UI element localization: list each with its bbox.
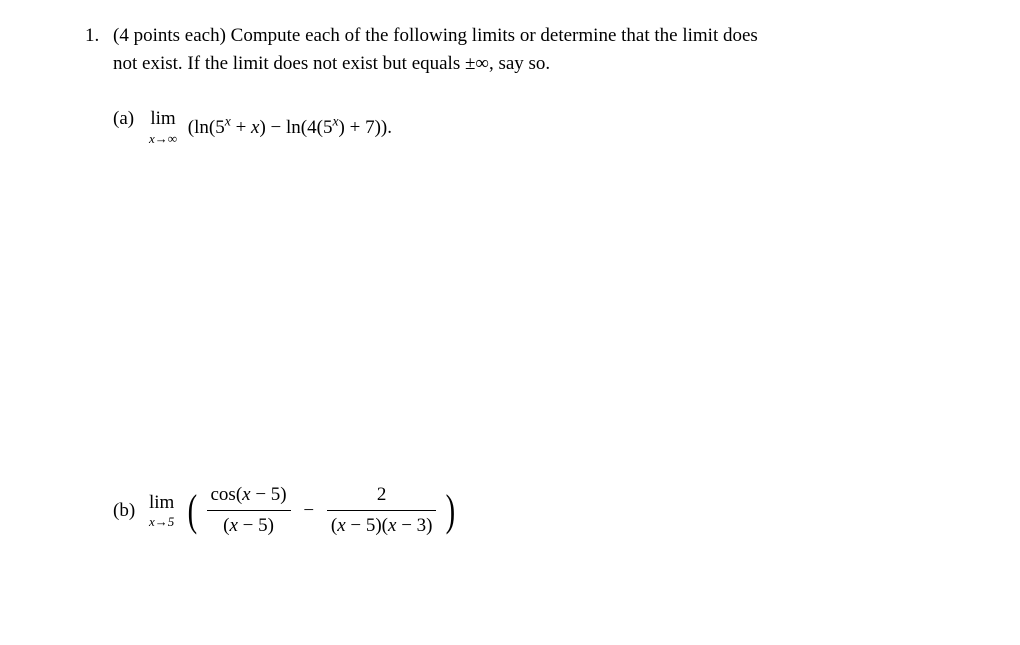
- den2-mid: − 5)(: [346, 515, 388, 536]
- period: .: [387, 117, 392, 138]
- limit-block-a: lim x→∞: [149, 105, 177, 148]
- expr-a-4: ) + 7)): [339, 117, 388, 138]
- x-var-den1: x: [229, 515, 237, 536]
- x-var-den2a: x: [337, 515, 345, 536]
- x-var-num1: x: [242, 484, 250, 505]
- lim-text: lim: [149, 105, 177, 133]
- fraction-2: 2 (x − 5)(x − 3): [327, 481, 437, 539]
- subpart-a-expression: lim x→∞ (ln(5x + x) − ln(4(5x) + 7)).: [149, 105, 970, 148]
- minus-operator: −: [303, 500, 314, 521]
- workspace-gap: [85, 156, 970, 481]
- expr-a: (ln(5x + x) − ln(4(5x) + 7)).: [188, 117, 392, 138]
- expr-a-3: ) − ln(4(5: [259, 117, 332, 138]
- lim-text-b: lim: [149, 489, 174, 517]
- subpart-b-expression: lim x→5 ( cos(x − 5) (x − 5) − 2 (x − 5)…: [149, 481, 970, 539]
- lim-subscript-a: x→∞: [149, 130, 177, 149]
- frac1-denominator: (x − 5): [207, 511, 291, 540]
- frac2-denominator: (x − 5)(x − 3): [327, 511, 437, 540]
- expr-a-1: (ln(5: [188, 117, 225, 138]
- subpart-a: (a) lim x→∞ (ln(5x + x) − ln(4(5x) + 7))…: [113, 105, 970, 148]
- subpart-a-label: (a): [113, 105, 149, 148]
- intro-line-2: not exist. If the limit does not exist b…: [113, 53, 550, 74]
- frac2-numerator: 2: [327, 481, 437, 511]
- subpart-b: (b) lim x→5 ( cos(x − 5) (x − 5) − 2 (x …: [113, 481, 970, 539]
- open-paren-icon: (: [188, 491, 198, 531]
- problem-number: 1.: [85, 22, 113, 77]
- points-label: (4 points each): [113, 25, 226, 46]
- den2-post: − 3): [396, 515, 432, 536]
- fraction-1: cos(x − 5) (x − 5): [207, 481, 291, 539]
- intro-line-1: Compute each of the following limits or …: [226, 25, 758, 46]
- cos-post: − 5): [251, 484, 287, 505]
- subpart-b-label: (b): [113, 497, 149, 525]
- cos-pre: cos(: [211, 484, 243, 505]
- frac1-numerator: cos(x − 5): [207, 481, 291, 511]
- expr-a-2: +: [231, 117, 251, 138]
- den1-post: − 5): [238, 515, 274, 536]
- close-paren-icon: ): [446, 491, 456, 531]
- limit-block-b: lim x→5: [149, 489, 174, 532]
- problem-header: 1. (4 points each) Compute each of the f…: [85, 22, 970, 77]
- problem-text: (4 points each) Compute each of the foll…: [113, 22, 970, 77]
- lim-subscript-b: x→5: [149, 513, 174, 532]
